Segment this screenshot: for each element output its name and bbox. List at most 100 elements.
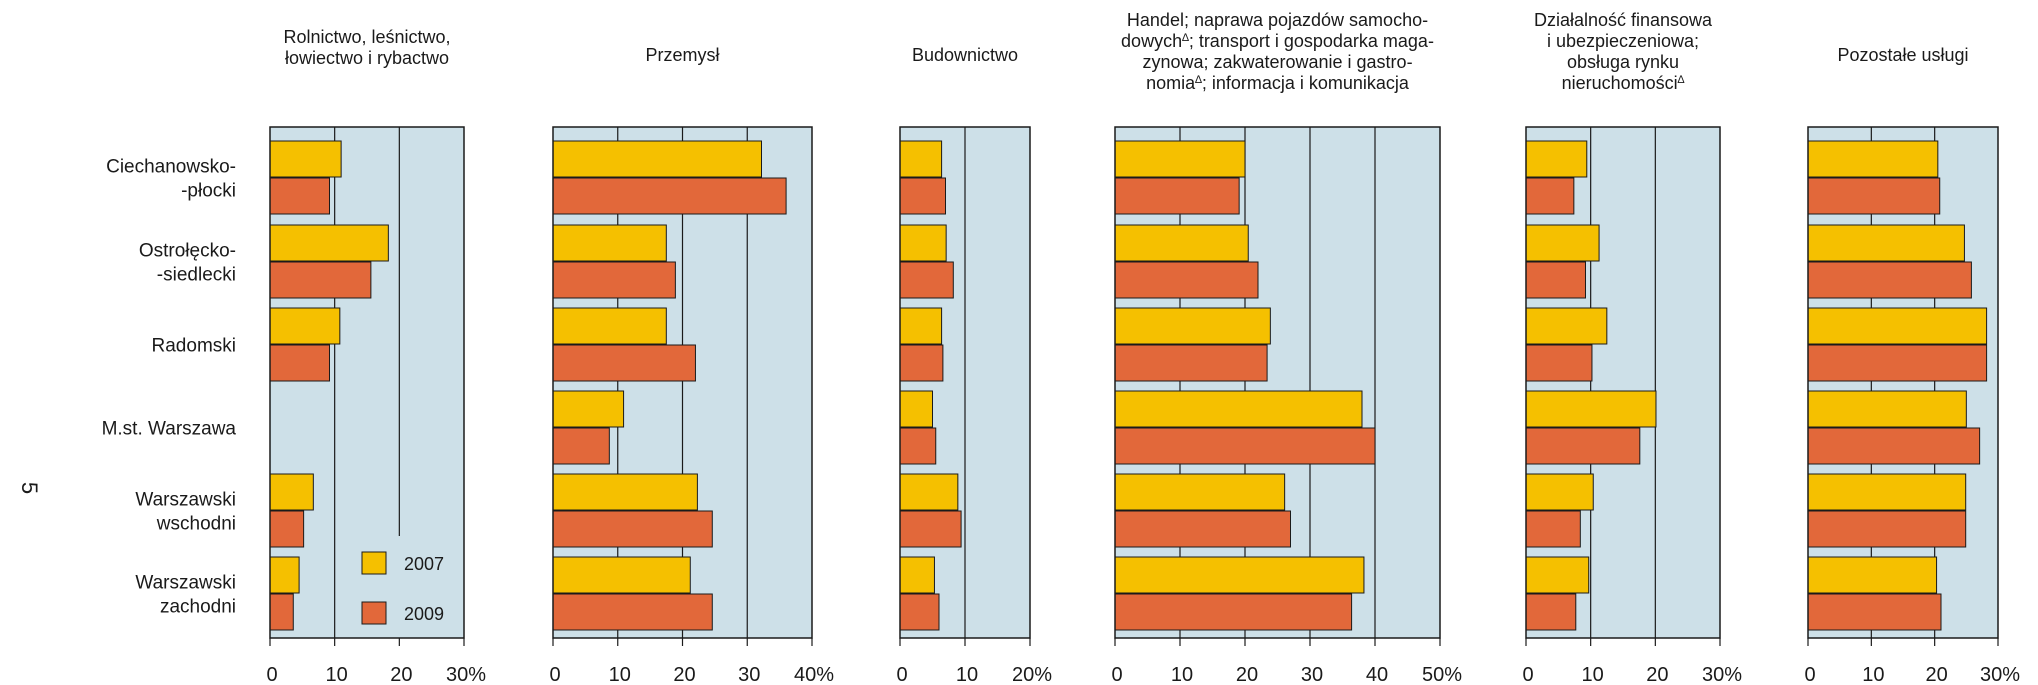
category-label: zachodni — [160, 597, 236, 618]
bar-2009 — [1807, 427, 1981, 465]
plot-frame — [1525, 126, 1721, 639]
bar-2007 — [1114, 140, 1246, 178]
bar-2009 — [899, 427, 937, 465]
category-label: Warszawski — [135, 573, 236, 594]
bar-2009 — [1114, 427, 1376, 465]
bar-2009 — [1525, 427, 1641, 465]
x-tick-label: 0 — [1804, 664, 1815, 685]
bar-2007 — [899, 473, 959, 511]
bar-2007 — [1525, 473, 1594, 511]
bar-2007 — [552, 307, 667, 345]
bar-2007 — [1807, 307, 1988, 345]
x-tick-label: 20% — [1012, 664, 1052, 685]
bar-2007 — [552, 224, 667, 262]
x-tick-label: 0 — [549, 664, 560, 685]
x-tick-label: 10 — [1582, 664, 1604, 685]
bar-2007 — [1525, 307, 1608, 345]
bar-2009 — [552, 261, 676, 299]
panel-title: Budownictwo — [912, 45, 1018, 65]
panel-title: dowych∆; transport i gospodarka maga- — [1121, 31, 1434, 51]
legend-label-2007: 2007 — [404, 554, 444, 574]
bar-2007 — [1525, 224, 1600, 262]
bar-2009 — [1114, 177, 1240, 215]
legend-swatch-2007 — [361, 551, 387, 575]
panel-title: łowiectwo i rybactwo — [285, 48, 449, 68]
bar-2007 — [1807, 140, 1939, 178]
category-label: wschodni — [156, 514, 236, 535]
bar-2009 — [1807, 593, 1942, 631]
panel-title: obsługa rynku — [1567, 52, 1679, 72]
x-tick-label: 30% — [1702, 664, 1742, 685]
bar-2007 — [1114, 307, 1271, 345]
x-tick-label: 0 — [896, 664, 907, 685]
bar-2009 — [1807, 344, 1988, 382]
bar-2009 — [899, 261, 954, 299]
bar-2009 — [1525, 261, 1586, 299]
panel: 0 10 20 30% Pozostałe usługi — [1804, 45, 2020, 685]
x-tick-label: 10 — [1862, 664, 1884, 685]
bar-2009 — [269, 593, 294, 631]
x-tick-label: 40% — [794, 664, 834, 685]
bar-2007 — [1525, 390, 1657, 428]
panel-title: Przemysł — [645, 45, 719, 65]
category-label: Ciechanowsko- — [106, 157, 236, 178]
panel-title: nomia∆; informacja i komunikacja — [1146, 73, 1410, 93]
panel-title: Działalność finansowa — [1534, 10, 1713, 30]
bar-2007 — [1114, 556, 1365, 594]
panel: 0 10 20% Budownictwo — [896, 45, 1052, 685]
x-tick-label: 30% — [1980, 664, 2020, 685]
bar-2009 — [1807, 510, 1967, 548]
bar-2007 — [269, 307, 341, 345]
legend: 2007 2009 — [361, 551, 444, 625]
category-label: Ostrołęcko- — [139, 241, 236, 262]
x-tick-label: 30 — [1301, 664, 1323, 685]
x-tick-label: 0 — [266, 664, 277, 685]
bar-2009 — [1807, 261, 1972, 299]
bar-2007 — [269, 224, 389, 262]
bar-2007 — [269, 473, 314, 511]
x-tick-label: 20 — [1646, 664, 1668, 685]
legend-swatch-2009 — [361, 601, 387, 625]
bar-2009 — [899, 510, 962, 548]
bar-2009 — [899, 177, 946, 215]
panel: 0 10 20 30 40% Przemysł — [549, 45, 834, 685]
x-tick-label: 30 — [738, 664, 760, 685]
bar-2009 — [1114, 593, 1353, 631]
category-label: Radomski — [152, 336, 236, 357]
bar-2009 — [552, 344, 696, 382]
x-tick-label: 0 — [1111, 664, 1122, 685]
x-tick-label: 10 — [609, 664, 631, 685]
bar-2009 — [1114, 344, 1268, 382]
bar-2009 — [552, 177, 787, 215]
x-tick-label: 20 — [1236, 664, 1258, 685]
bar-2009 — [899, 344, 944, 382]
category-label: -płocki — [181, 181, 236, 202]
bar-2009 — [1525, 344, 1593, 382]
bar-2009 — [1114, 261, 1259, 299]
bar-2009 — [1114, 510, 1291, 548]
x-tick-label: 10 — [956, 664, 978, 685]
bar-2007 — [1807, 473, 1967, 511]
panel: 0 10 20 30% Rolnictwo, leśnictwo,łowiectwo i… — [266, 27, 486, 685]
panel-title: i ubezpieczeniowa; — [1547, 31, 1699, 51]
x-tick-label: 10 — [1171, 664, 1193, 685]
panel-title: Pozostałe usługi — [1837, 45, 1968, 65]
x-tick-label: 20 — [673, 664, 695, 685]
panel: 0 10 20 30 40 50% Handel; naprawa pojazdów sam… — [1111, 10, 1462, 685]
bar-2007 — [1807, 224, 1965, 262]
x-tick-label: 50% — [1422, 664, 1462, 685]
bar-2007 — [1807, 556, 1938, 594]
x-tick-label: 30% — [446, 664, 486, 685]
panel-title: Rolnictwo, leśnictwo, — [283, 27, 450, 47]
bar-2009 — [552, 510, 713, 548]
panel-title: Handel; naprawa pojazdów samocho- — [1127, 10, 1428, 30]
category-label: M.st. Warszawa — [102, 419, 237, 440]
bar-2007 — [1807, 390, 1967, 428]
bar-2007 — [1525, 140, 1588, 178]
bar-2007 — [899, 556, 935, 594]
panel-title: nieruchomości∆ — [1562, 73, 1685, 93]
bar-2009 — [269, 344, 330, 382]
bar-2007 — [1114, 224, 1249, 262]
bar-2009 — [552, 593, 713, 631]
